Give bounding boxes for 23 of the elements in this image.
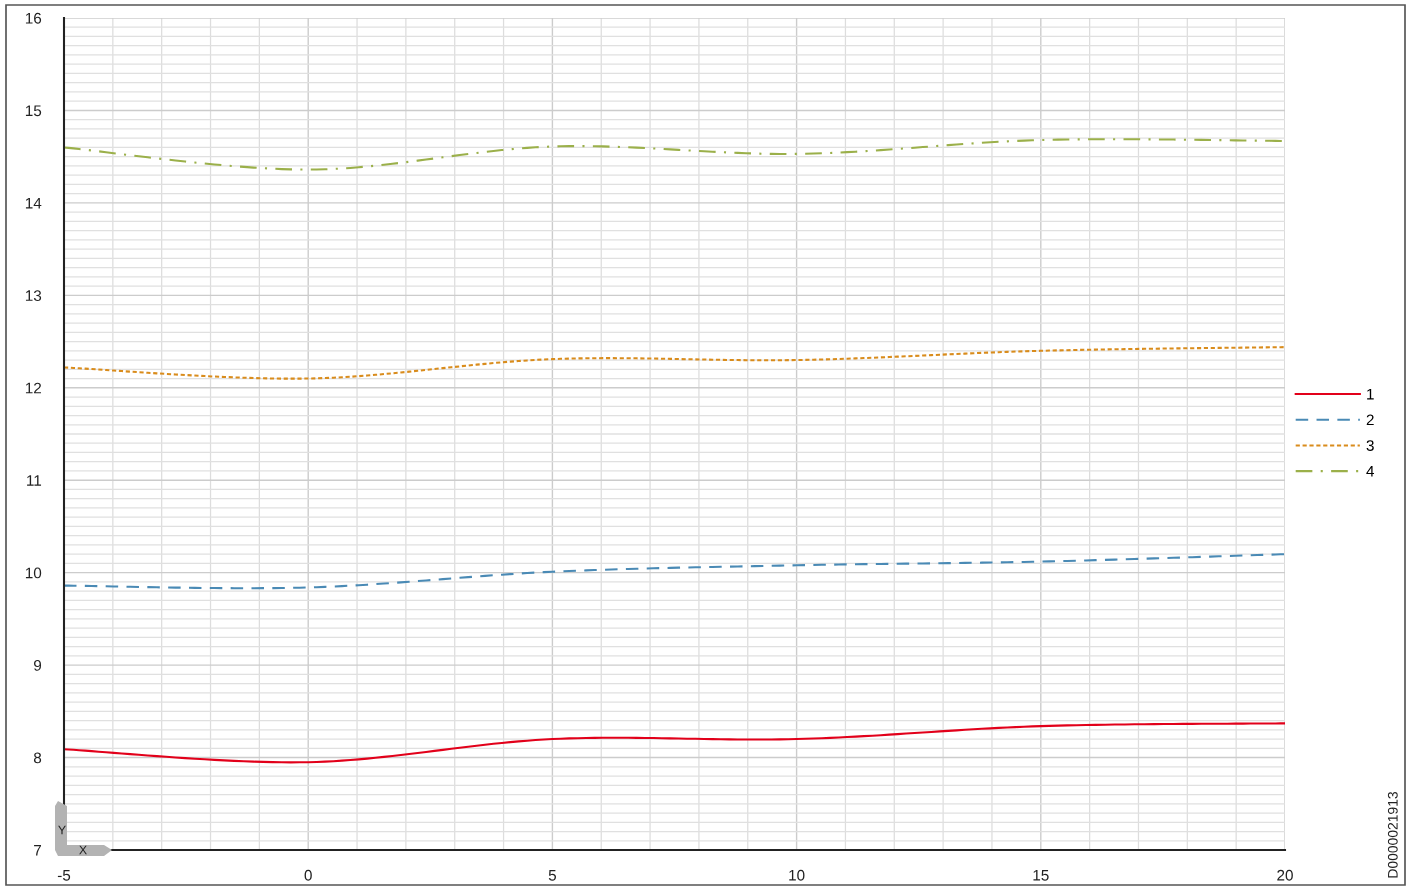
legend-label: 1	[1367, 388, 1374, 400]
y-tick-label: 10	[25, 567, 42, 579]
y-tick-label: 9	[34, 659, 42, 671]
y-tick-label: 16	[25, 12, 42, 24]
x-tick-label: 20	[1277, 869, 1293, 881]
y-axis-title: Y	[58, 825, 66, 835]
y-tick-label: 14	[25, 197, 42, 209]
legend-label: 2	[1366, 414, 1374, 426]
legend-label: 3	[1366, 440, 1374, 451]
x-axis-title: X	[79, 845, 87, 855]
x-tick-label: -5	[57, 870, 71, 881]
text: D0000021913	[1387, 791, 1398, 878]
y-tick-label: 8	[33, 752, 42, 764]
y-tick-label: 12	[25, 382, 42, 394]
x-tick-label: 0	[304, 869, 312, 881]
legend-label: 4	[1366, 465, 1375, 477]
y-tick-label: 15	[25, 105, 42, 117]
y-tick-label: 13	[25, 290, 42, 302]
y-tick-label: 11	[27, 475, 42, 486]
y-tick-label: 7	[34, 845, 42, 856]
x-tick-label: 5	[548, 870, 557, 881]
x-tick-label: 15	[1033, 870, 1049, 881]
x-tick-label: 10	[789, 869, 805, 881]
